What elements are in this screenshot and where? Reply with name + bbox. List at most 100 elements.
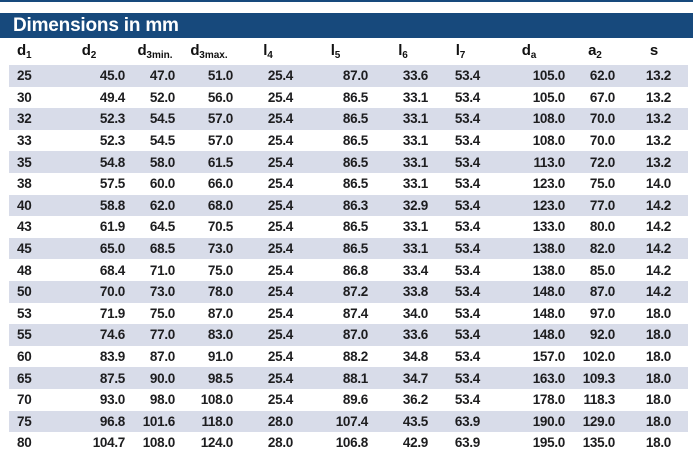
cell: 157.0 (488, 345, 570, 368)
col-header-d1: d1 (9, 38, 48, 65)
cell: 71.9 (48, 302, 130, 325)
cell: 109.3 (570, 367, 620, 389)
cell: 18.0 (620, 432, 688, 454)
cell: 33.1 (373, 108, 433, 130)
cell: 52.3 (48, 108, 130, 130)
cell: 53.4 (433, 280, 488, 303)
cell: 91.0 (180, 345, 238, 368)
cell: 135.0 (570, 432, 620, 454)
cell: 62.0 (570, 65, 620, 87)
col-header-subscript: 1 (25, 50, 32, 61)
cell: 13.2 (620, 65, 688, 87)
cell: 86.5 (298, 216, 373, 238)
table-row: 65 87.5 90.0 98.5 25.4 88.1 34.7 53.4 163.0 109.3… (9, 367, 688, 389)
cell: 75 (9, 410, 48, 433)
col-header-subscript: 4 (267, 50, 273, 61)
cell: 49.4 (48, 86, 130, 109)
cell: 18.0 (620, 345, 688, 368)
cell: 25.4 (238, 86, 298, 109)
cell: 25.4 (238, 237, 298, 260)
cell: 86.5 (298, 172, 373, 195)
cell: 53.4 (433, 324, 488, 346)
cell: 60 (9, 345, 48, 368)
cell: 53.4 (433, 65, 488, 87)
cell: 83.0 (180, 324, 238, 346)
col-header-base: d (521, 42, 531, 59)
cell: 129.0 (570, 410, 620, 433)
cell: 138.0 (488, 259, 570, 281)
cell: 53.4 (433, 345, 488, 368)
table-row: 48 68.4 71.0 75.0 25.4 86.8 33.4 53.4 138.0 85.0 1… (9, 259, 688, 281)
cell: 118.3 (570, 388, 620, 411)
table-row: 32 52.3 54.5 57.0 25.4 86.5 33.1 53.4 108.0 70.0 1… (9, 108, 688, 130)
cell: 87.0 (570, 280, 620, 303)
col-header-base: a (588, 42, 597, 59)
col-header-base: l (330, 42, 335, 59)
cell: 98.0 (130, 388, 180, 411)
cell: 64.5 (130, 216, 180, 238)
table-row: 45 65.0 68.5 73.0 25.4 86.5 33.1 53.4 138.0 82.0 1… (9, 237, 688, 260)
cell: 124.0 (180, 432, 238, 454)
cell: 86.3 (298, 194, 373, 217)
cell: 68.0 (180, 194, 238, 217)
cell: 73.0 (130, 280, 180, 303)
cell: 86.5 (298, 86, 373, 109)
table-row: 55 74.6 77.0 83.0 25.4 87.0 33.6 53.4 148.0 92.0 1… (9, 324, 688, 346)
cell: 56.0 (180, 86, 238, 109)
cell: 53.4 (433, 151, 488, 173)
table-row: 35 54.8 58.0 61.5 25.4 86.5 33.1 53.4 113.0 72.0 1… (9, 151, 688, 173)
cell: 13.2 (620, 86, 688, 109)
cell: 25.4 (238, 172, 298, 195)
cell: 53.4 (433, 259, 488, 281)
cell: 25.4 (238, 280, 298, 303)
cell: 148.0 (488, 324, 570, 346)
cell: 78.0 (180, 280, 238, 303)
cell: 32.9 (373, 194, 433, 217)
cell: 52.3 (48, 129, 130, 152)
cell: 70.0 (48, 280, 130, 303)
cell: 101.6 (130, 410, 180, 433)
cell: 75.0 (180, 259, 238, 281)
cell: 123.0 (488, 194, 570, 217)
col-header-base: s (649, 42, 659, 59)
col-header-subscript: 3min. (146, 50, 173, 61)
dimensions-table: d1 d2 d3min. d3max. l4 l5 l6 l7 da a2 s 25 45.0 47.0… (9, 38, 688, 454)
cell: 87.5 (48, 367, 130, 389)
table-row: 38 57.5 60.0 66.0 25.4 86.5 33.1 53.4 123.0 75.0 1… (9, 172, 688, 195)
cell: 33 (9, 129, 48, 152)
table-row: 33 52.3 54.5 57.0 25.4 86.5 33.1 53.4 108.0 70.0 1… (9, 129, 688, 152)
cell: 45 (9, 237, 48, 260)
col-header-base: d (17, 42, 26, 59)
cell: 85.0 (570, 259, 620, 281)
table-row: 43 61.9 64.5 70.5 25.4 86.5 33.1 53.4 133.0 80.0 1… (9, 216, 688, 238)
cell: 34.8 (373, 345, 433, 368)
cell: 25.4 (238, 65, 298, 87)
cell: 70.0 (570, 108, 620, 130)
cell: 105.0 (488, 86, 570, 109)
cell: 25.4 (238, 302, 298, 325)
cell: 45.0 (48, 65, 130, 87)
col-header-base: l (398, 42, 403, 59)
cell: 70.0 (570, 129, 620, 152)
cell: 86.5 (298, 237, 373, 260)
cell: 108.0 (488, 129, 570, 152)
cell: 67.0 (570, 86, 620, 109)
cell: 18.0 (620, 324, 688, 346)
cell: 14.2 (620, 280, 688, 303)
col-header-l6: l6 (373, 38, 433, 65)
cell: 30 (9, 86, 48, 109)
col-header-a2: a2 (570, 38, 620, 65)
cell: 80.0 (570, 216, 620, 238)
cell: 195.0 (488, 432, 570, 454)
cell: 25.4 (238, 388, 298, 411)
cell: 70.5 (180, 216, 238, 238)
cell: 118.0 (180, 410, 238, 433)
cell: 77.0 (570, 194, 620, 217)
cell: 104.7 (48, 432, 130, 454)
cell: 87.0 (180, 302, 238, 325)
cell: 68.4 (48, 259, 130, 281)
cell: 138.0 (488, 237, 570, 260)
cell: 87.0 (298, 65, 373, 87)
cell: 163.0 (488, 367, 570, 389)
cell: 108.0 (488, 108, 570, 130)
